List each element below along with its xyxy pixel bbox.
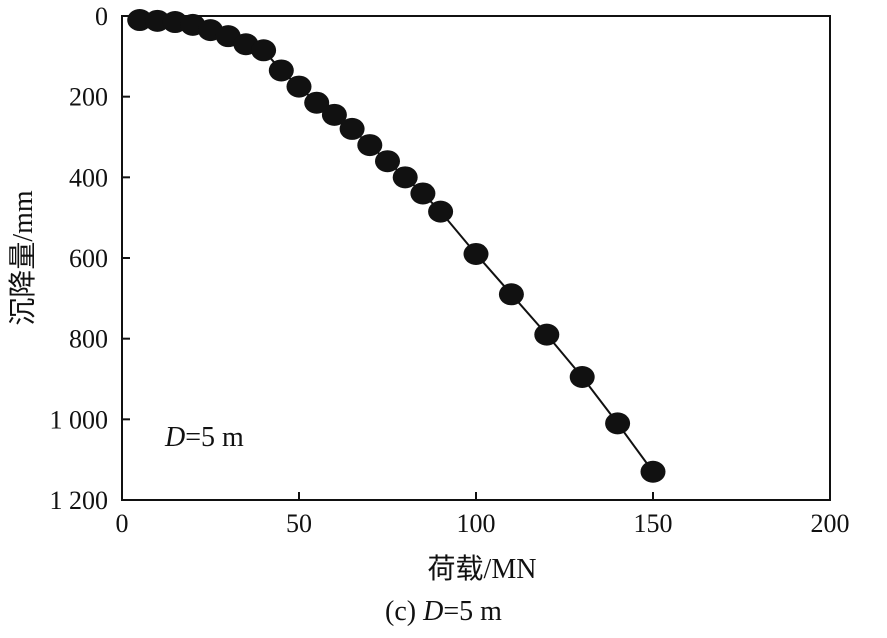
y-tick-label: 600 bbox=[69, 244, 108, 273]
y-axis-ticks: 0 200 400 600 800 1 000 1 200 bbox=[50, 2, 130, 515]
y-tick-label: 0 bbox=[95, 2, 108, 31]
y-tick-label: 800 bbox=[69, 325, 108, 354]
settlement-load-chart: 0 50 100 150 200 0 200 400 600 800 1 000 1 200 D=5… bbox=[7, 2, 850, 585]
caption-rest: =5 m bbox=[443, 596, 502, 627]
x-tick-label: 50 bbox=[286, 509, 312, 538]
data-point bbox=[640, 460, 666, 483]
x-axis-ticks: 0 50 100 150 200 bbox=[116, 492, 850, 538]
annotation-var: D bbox=[164, 422, 185, 453]
x-tick-label: 100 bbox=[457, 509, 496, 538]
data-point bbox=[339, 117, 365, 140]
data-point bbox=[357, 134, 383, 157]
data-point bbox=[304, 91, 330, 114]
data-point bbox=[428, 200, 454, 223]
y-tick-label: 1 000 bbox=[50, 405, 109, 434]
data-point bbox=[605, 412, 631, 435]
data-point bbox=[392, 166, 418, 189]
y-axis-label: 沉降量/mm bbox=[7, 190, 39, 326]
data-point bbox=[286, 75, 312, 98]
y-tick-label: 400 bbox=[69, 163, 108, 192]
data-point bbox=[268, 59, 294, 82]
y-tick-label: 1 200 bbox=[50, 486, 109, 515]
plot-frame bbox=[121, 15, 831, 501]
x-tick-label: 150 bbox=[634, 509, 673, 538]
annotation-rest: =5 m bbox=[185, 422, 244, 453]
data-point bbox=[251, 39, 277, 62]
data-point bbox=[498, 283, 524, 306]
figure-caption: (c) D=5 m bbox=[0, 596, 887, 628]
x-axis-label: 荷载/MN bbox=[428, 553, 537, 585]
data-point bbox=[569, 365, 595, 388]
data-point bbox=[463, 242, 489, 265]
data-point bbox=[534, 323, 560, 346]
caption-var: D bbox=[423, 596, 444, 627]
x-tick-label: 0 bbox=[116, 509, 129, 538]
data-point bbox=[127, 9, 153, 32]
y-tick-label: 200 bbox=[69, 83, 108, 112]
x-tick-label: 200 bbox=[811, 509, 850, 538]
data-point bbox=[410, 182, 436, 205]
series-group bbox=[127, 9, 666, 483]
data-point bbox=[375, 150, 400, 173]
caption-prefix: (c) bbox=[385, 596, 424, 627]
annotation-d: D=5 m bbox=[164, 422, 244, 453]
data-point bbox=[321, 103, 347, 126]
series-line bbox=[139, 19, 654, 473]
